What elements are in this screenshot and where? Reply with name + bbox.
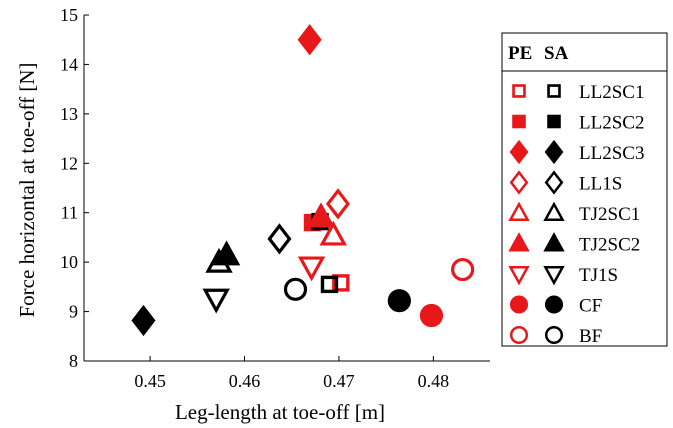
point-ll1s-sa <box>267 223 292 255</box>
legend-label-ll2sc3: LL2SC3 <box>579 143 644 164</box>
legend-label-ll2sc1: LL2SC1 <box>579 82 644 103</box>
point-ll2sc1-pe <box>332 274 350 292</box>
legend-marker-tj2sc1-pe <box>508 201 530 222</box>
legend-marker-bf-pe <box>509 325 529 345</box>
legend-marker-tj2sc1-sa <box>543 201 565 222</box>
legend-box <box>501 32 668 347</box>
legend-marker-cf-pe <box>509 295 529 314</box>
plot-axes: 8 9 10 11 12 13 14 15 0.45 0.46 0.47 0.48 <box>60 5 490 391</box>
legend-label-tj1s: TJ1S <box>579 265 618 286</box>
x-axis-label: Leg-length at toe-off [m] <box>175 400 385 424</box>
x-tick-label: 0.46 <box>229 371 261 391</box>
y-tick-label: 14 <box>60 54 78 74</box>
y-axis-label: Force horizontal at toe-off [N] <box>15 62 39 317</box>
y-tick-label: 10 <box>60 252 78 272</box>
y-tick-label: 12 <box>60 153 78 173</box>
point-cf-pe <box>419 303 444 328</box>
point-tj2sc2-pe <box>307 202 335 228</box>
legend-marker-ll2sc2-pe <box>512 114 526 129</box>
legend-label-tj2sc1: TJ2SC1 <box>579 204 640 225</box>
legend-marker-cf-sa <box>544 295 564 314</box>
y-tick-label: 8 <box>69 351 78 371</box>
data-points <box>131 24 475 337</box>
legend-marker-ll2sc1-sa <box>547 84 561 98</box>
legend-header-pe: PE <box>508 43 532 64</box>
point-bf-pe <box>451 257 475 282</box>
legend-marker-bf-sa <box>544 325 564 345</box>
legend-marker-tj1s-sa <box>543 265 565 286</box>
point-tj1s-sa <box>202 288 230 314</box>
legend-marker-ll2sc2-sa <box>547 114 561 129</box>
legend-header-sa: SA <box>544 43 569 64</box>
legend-label-bf: BF <box>579 326 602 347</box>
legend-label-cf: CF <box>579 296 602 317</box>
legend-marker-tj2sc2-sa <box>543 232 565 252</box>
y-tick-label: 13 <box>60 104 78 124</box>
point-tj2sc1-pe <box>319 220 347 246</box>
legend: PE SA LL2SC1 LL2SC2 LL2SC3 LL1S TJ2SC1 TJ2SC2 TJ… <box>501 32 668 347</box>
legend-marker-ll1s-sa <box>544 170 564 195</box>
y-tick-label: 9 <box>69 302 78 322</box>
x-tick-label: 0.47 <box>323 371 355 391</box>
y-tick-label: 11 <box>61 203 78 223</box>
x-tick-label: 0.48 <box>418 371 450 391</box>
point-bf-sa <box>283 277 308 301</box>
y-tick-label: 15 <box>60 5 78 25</box>
legend-marker-ll1s-pe <box>509 170 529 195</box>
legend-marker-ll2sc3-sa <box>544 139 564 165</box>
legend-marker-ll2sc1-pe <box>512 84 526 98</box>
point-tj2sc2-sa <box>212 240 241 266</box>
point-tj1s-pe <box>297 256 326 282</box>
point-ll2sc1-sa <box>320 275 339 294</box>
x-tick-label: 0.45 <box>134 371 166 391</box>
legend-marker-tj1s-pe <box>508 265 530 286</box>
legend-label-ll2sc2: LL2SC2 <box>579 113 644 134</box>
legend-marker-ll2sc3-pe <box>509 139 529 165</box>
point-ll1s-pe <box>325 188 351 220</box>
legend-marker-tj2sc2-pe <box>508 232 530 252</box>
point-cf-sa <box>387 289 411 313</box>
point-ll2sc3-sa <box>131 304 156 337</box>
point-ll2sc3-pe <box>297 24 322 56</box>
legend-label-tj2sc2: TJ2SC2 <box>579 235 640 256</box>
legend-label-ll1s: LL1S <box>579 174 622 195</box>
